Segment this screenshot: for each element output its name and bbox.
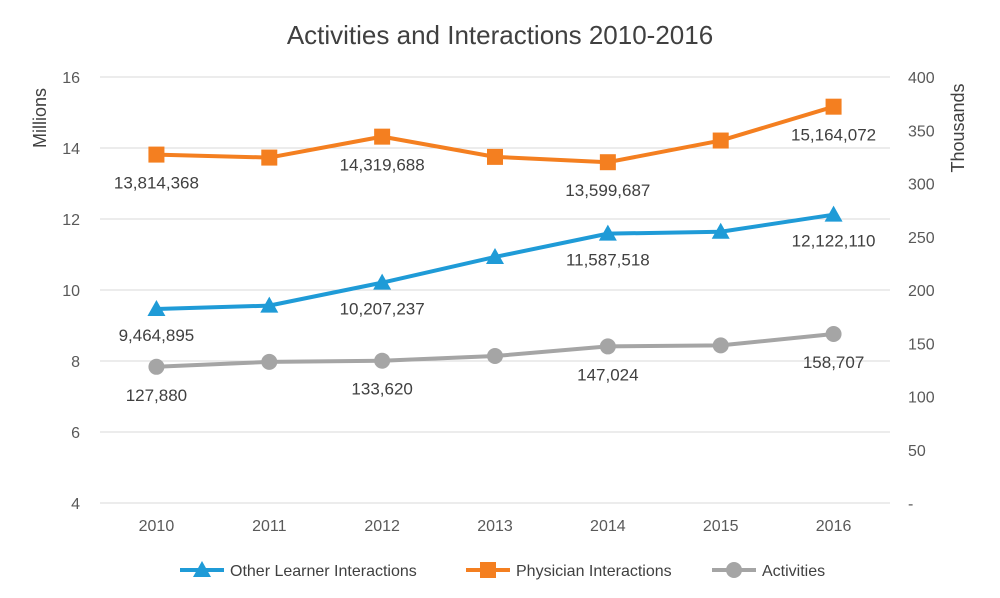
data-labels: 9,464,895 10,207,237 11,587,518 12,122,110 1… xyxy=(114,126,876,405)
data-point xyxy=(712,337,729,354)
data-point xyxy=(486,247,504,264)
series-layer xyxy=(147,98,843,375)
legend-item: Activities xyxy=(712,562,825,580)
data-label: 133,620 xyxy=(351,380,412,399)
data-label: 11,587,518 xyxy=(566,251,650,270)
left-tick-label: 8 xyxy=(71,354,80,371)
x-tick-label: 2013 xyxy=(477,518,513,535)
data-point xyxy=(599,338,616,355)
data-label: 14,319,688 xyxy=(340,156,425,175)
right-tick-label: - xyxy=(908,496,913,513)
legend-label: Other Learner Interactions xyxy=(230,563,417,580)
x-tick-label: 2012 xyxy=(364,518,400,535)
data-label: 13,814,368 xyxy=(114,174,199,193)
right-tick-label: 100 xyxy=(908,390,935,407)
left-axis-title: Millions xyxy=(30,88,50,148)
data-point xyxy=(261,149,278,166)
data-point xyxy=(148,146,165,163)
legend-label: Physician Interactions xyxy=(516,563,672,580)
left-tick-label: 6 xyxy=(71,425,80,442)
data-point xyxy=(487,148,503,165)
right-axis-title: Thousands xyxy=(948,83,968,172)
left-tick-label: 4 xyxy=(71,496,80,513)
left-tick-label: 12 xyxy=(62,212,80,229)
left-tick-label: 14 xyxy=(62,141,80,158)
data-label: 9,464,895 xyxy=(119,326,195,345)
data-point xyxy=(147,299,166,316)
data-point xyxy=(373,273,392,290)
data-point xyxy=(374,352,391,369)
legend-item: Other Learner Interactions xyxy=(180,561,417,580)
left-tick-label: 10 xyxy=(62,283,80,300)
legend-label: Activities xyxy=(762,563,825,580)
right-tick-label: 350 xyxy=(908,123,935,140)
legend-marker xyxy=(480,562,496,578)
right-tick-label: 150 xyxy=(908,336,935,353)
data-point xyxy=(599,154,616,171)
right-tick-label: 300 xyxy=(908,177,935,194)
data-label: 147,024 xyxy=(577,365,638,384)
right-tick-label: 250 xyxy=(908,230,935,247)
x-tick-label: 2011 xyxy=(252,518,287,535)
series-square xyxy=(148,98,842,171)
legend-item: Physician Interactions xyxy=(466,562,672,580)
x-tick-label: 2016 xyxy=(816,518,852,535)
data-label: 15,164,072 xyxy=(791,126,876,145)
data-point xyxy=(825,325,842,342)
legend: Other Learner Interactions Physician Inte… xyxy=(180,561,825,580)
legend-marker xyxy=(726,562,742,578)
data-point xyxy=(598,224,617,241)
data-point xyxy=(260,296,279,313)
data-label: 127,880 xyxy=(126,386,187,405)
data-label: 13,599,687 xyxy=(565,181,650,200)
gridlines xyxy=(100,76,890,504)
right-tick-label: 400 xyxy=(908,70,935,87)
data-point xyxy=(487,348,503,365)
x-tick-label: 2015 xyxy=(703,518,739,535)
x-tick-label: 2014 xyxy=(590,518,626,535)
data-point xyxy=(261,353,278,370)
series-circle xyxy=(148,325,842,375)
left-axis-ticks: 4 6 8 10 12 14 16 xyxy=(62,70,80,513)
left-tick-label: 16 xyxy=(62,70,80,87)
right-tick-label: 50 xyxy=(908,443,926,460)
data-point xyxy=(148,358,165,375)
x-axis-ticks: 2010 2011 2012 2013 2014 2015 2016 xyxy=(139,518,852,535)
series-triangle xyxy=(147,205,843,316)
data-label: 158,707 xyxy=(803,353,864,372)
data-point xyxy=(711,222,730,239)
legend-marker xyxy=(193,561,211,577)
data-label: 12,122,110 xyxy=(792,232,876,251)
data-point xyxy=(374,128,391,145)
right-tick-label: 200 xyxy=(908,283,935,300)
data-label: 10,207,237 xyxy=(340,300,425,319)
data-point xyxy=(824,205,843,222)
chart-title: Activities and Interactions 2010-2016 xyxy=(287,20,713,50)
data-point xyxy=(825,98,842,115)
data-point xyxy=(712,132,729,149)
right-axis-ticks: - 50 100 150 200 250 300 350 400 xyxy=(908,70,935,513)
x-tick-label: 2010 xyxy=(139,518,175,535)
